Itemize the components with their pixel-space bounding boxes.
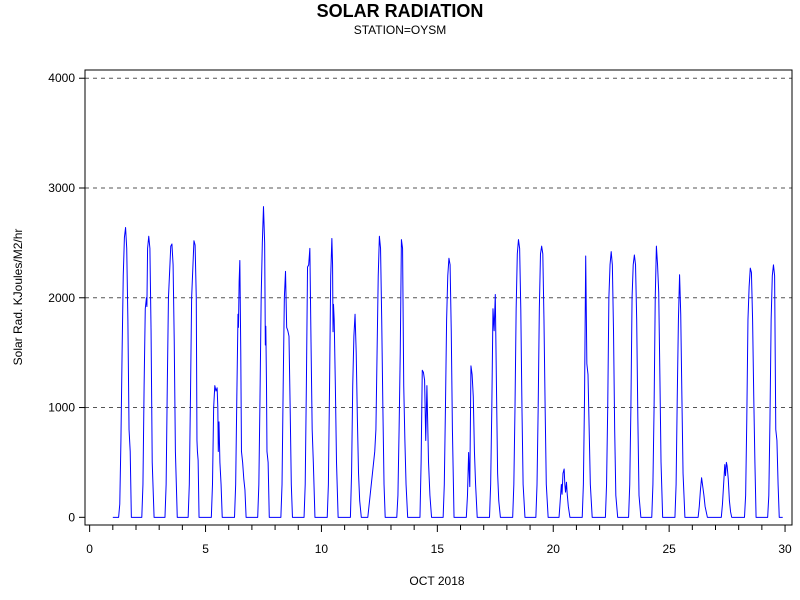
- chart-title: SOLAR RADIATION: [316, 1, 484, 21]
- x-tick-label: 0: [86, 542, 93, 556]
- y-axis-label: Solar Rad. KJoules/M2/hr: [11, 229, 25, 366]
- x-tick-label: 5: [202, 542, 209, 556]
- y-tick-label: 0: [68, 510, 75, 524]
- y-tick-label: 3000: [48, 181, 75, 195]
- x-tick-label: 15: [431, 542, 445, 556]
- grid-lines: [85, 77, 792, 409]
- series-line-group: [112, 206, 783, 518]
- y-tick-label: 1000: [48, 401, 75, 415]
- y-tick-label: 4000: [48, 71, 75, 85]
- chart-subtitle: STATION=OYSM: [353, 23, 447, 37]
- x-tick-label: 10: [315, 542, 329, 556]
- x-tick-label: 25: [662, 542, 676, 556]
- y-axis: 0 1000 2000 3000 4000: [48, 71, 85, 524]
- x-axis: 0 5 10 15 20 25 30: [86, 525, 792, 556]
- solar-radiation-series-line: [112, 206, 783, 518]
- x-axis-label: OCT 2018: [409, 574, 464, 588]
- x-tick-label: 30: [778, 542, 792, 556]
- x-tick-label: 20: [547, 542, 561, 556]
- y-tick-label: 2000: [48, 291, 75, 305]
